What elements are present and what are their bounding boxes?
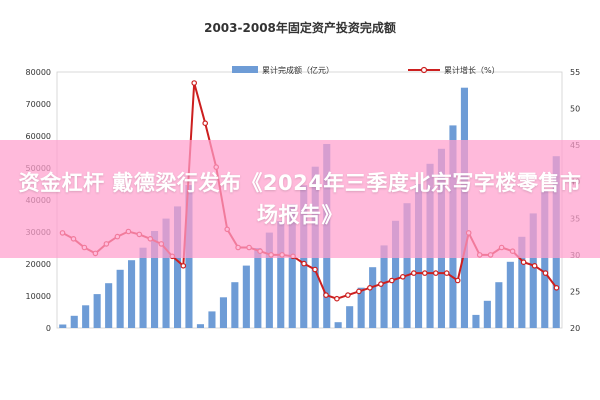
y-right-tick-label: 20 bbox=[570, 324, 580, 333]
line-point bbox=[531, 262, 538, 269]
legend-line-marker bbox=[420, 66, 428, 74]
line-point bbox=[202, 120, 209, 127]
bar bbox=[219, 297, 227, 328]
bar bbox=[116, 269, 124, 328]
line-point bbox=[367, 284, 373, 291]
legend: 累计完成额（亿元） 累计增长（%） bbox=[232, 65, 500, 75]
bar bbox=[174, 206, 182, 328]
legend-bar-swatch bbox=[232, 66, 258, 73]
y-left-tick-label: 80000 bbox=[26, 68, 51, 77]
headline-banner: 资金杠杆 戴德梁行发布《2024年三季度北京写字楼零售市场报告》 bbox=[0, 140, 600, 258]
line-point bbox=[432, 270, 439, 276]
line-point bbox=[323, 292, 329, 298]
bar bbox=[288, 204, 296, 328]
y-left-tick-label: 70000 bbox=[26, 100, 51, 109]
bar bbox=[265, 232, 273, 328]
bar bbox=[242, 265, 250, 328]
bar bbox=[70, 315, 78, 328]
line-point bbox=[421, 270, 428, 276]
bar bbox=[105, 283, 113, 328]
bar bbox=[472, 314, 480, 328]
bar bbox=[128, 260, 136, 328]
bar bbox=[392, 220, 400, 328]
line-point bbox=[180, 262, 187, 269]
y-left-tick-label: 20000 bbox=[26, 260, 51, 269]
bar bbox=[82, 305, 90, 328]
headline-text[interactable]: 资金杠杆 戴德梁行发布《2024年三季度北京写字楼零售市场报告》 bbox=[18, 171, 582, 227]
line-point bbox=[553, 284, 560, 291]
line-point bbox=[443, 270, 450, 276]
chart-title: 2003-2008年固定资产投资完成额 bbox=[204, 20, 396, 35]
bar bbox=[277, 221, 285, 328]
y-right-tick-label: 50 bbox=[570, 105, 580, 114]
line-point bbox=[301, 260, 307, 267]
line-point bbox=[356, 288, 362, 295]
bar bbox=[518, 236, 526, 328]
bar bbox=[151, 231, 159, 328]
bar bbox=[403, 203, 411, 328]
line-point bbox=[191, 80, 198, 86]
bar bbox=[357, 287, 365, 328]
bar bbox=[59, 324, 67, 328]
line-point bbox=[334, 295, 340, 302]
bar bbox=[231, 282, 239, 328]
bar bbox=[483, 300, 491, 328]
y-right-tick-label: 55 bbox=[570, 68, 580, 77]
line-point bbox=[542, 270, 549, 276]
bar bbox=[495, 282, 503, 328]
legend-line-label: 累计增长（%） bbox=[444, 65, 500, 75]
y-left-tick-label: 0 bbox=[46, 324, 51, 333]
bar bbox=[139, 247, 147, 328]
y-left-tick-label: 10000 bbox=[26, 292, 51, 301]
line-point bbox=[345, 292, 351, 298]
bar bbox=[93, 294, 101, 328]
bar bbox=[208, 311, 216, 328]
bar bbox=[506, 261, 514, 328]
line-point bbox=[454, 277, 461, 284]
bar bbox=[369, 267, 377, 328]
bar bbox=[334, 322, 342, 328]
bar bbox=[254, 248, 262, 328]
bar bbox=[162, 218, 170, 328]
bar bbox=[541, 190, 549, 328]
line-point bbox=[312, 266, 318, 273]
legend-bar-label: 累计完成额（亿元） bbox=[262, 65, 334, 75]
bar bbox=[196, 324, 204, 328]
y-right-tick-label: 25 bbox=[570, 287, 580, 296]
line-point bbox=[388, 277, 395, 284]
line-point bbox=[399, 273, 406, 280]
line-point bbox=[378, 281, 384, 287]
bar bbox=[529, 213, 537, 328]
bar bbox=[380, 245, 388, 328]
line-point bbox=[520, 259, 527, 266]
y-left-tick-label: 60000 bbox=[26, 132, 51, 141]
bar bbox=[346, 306, 354, 328]
line-point bbox=[410, 270, 417, 276]
